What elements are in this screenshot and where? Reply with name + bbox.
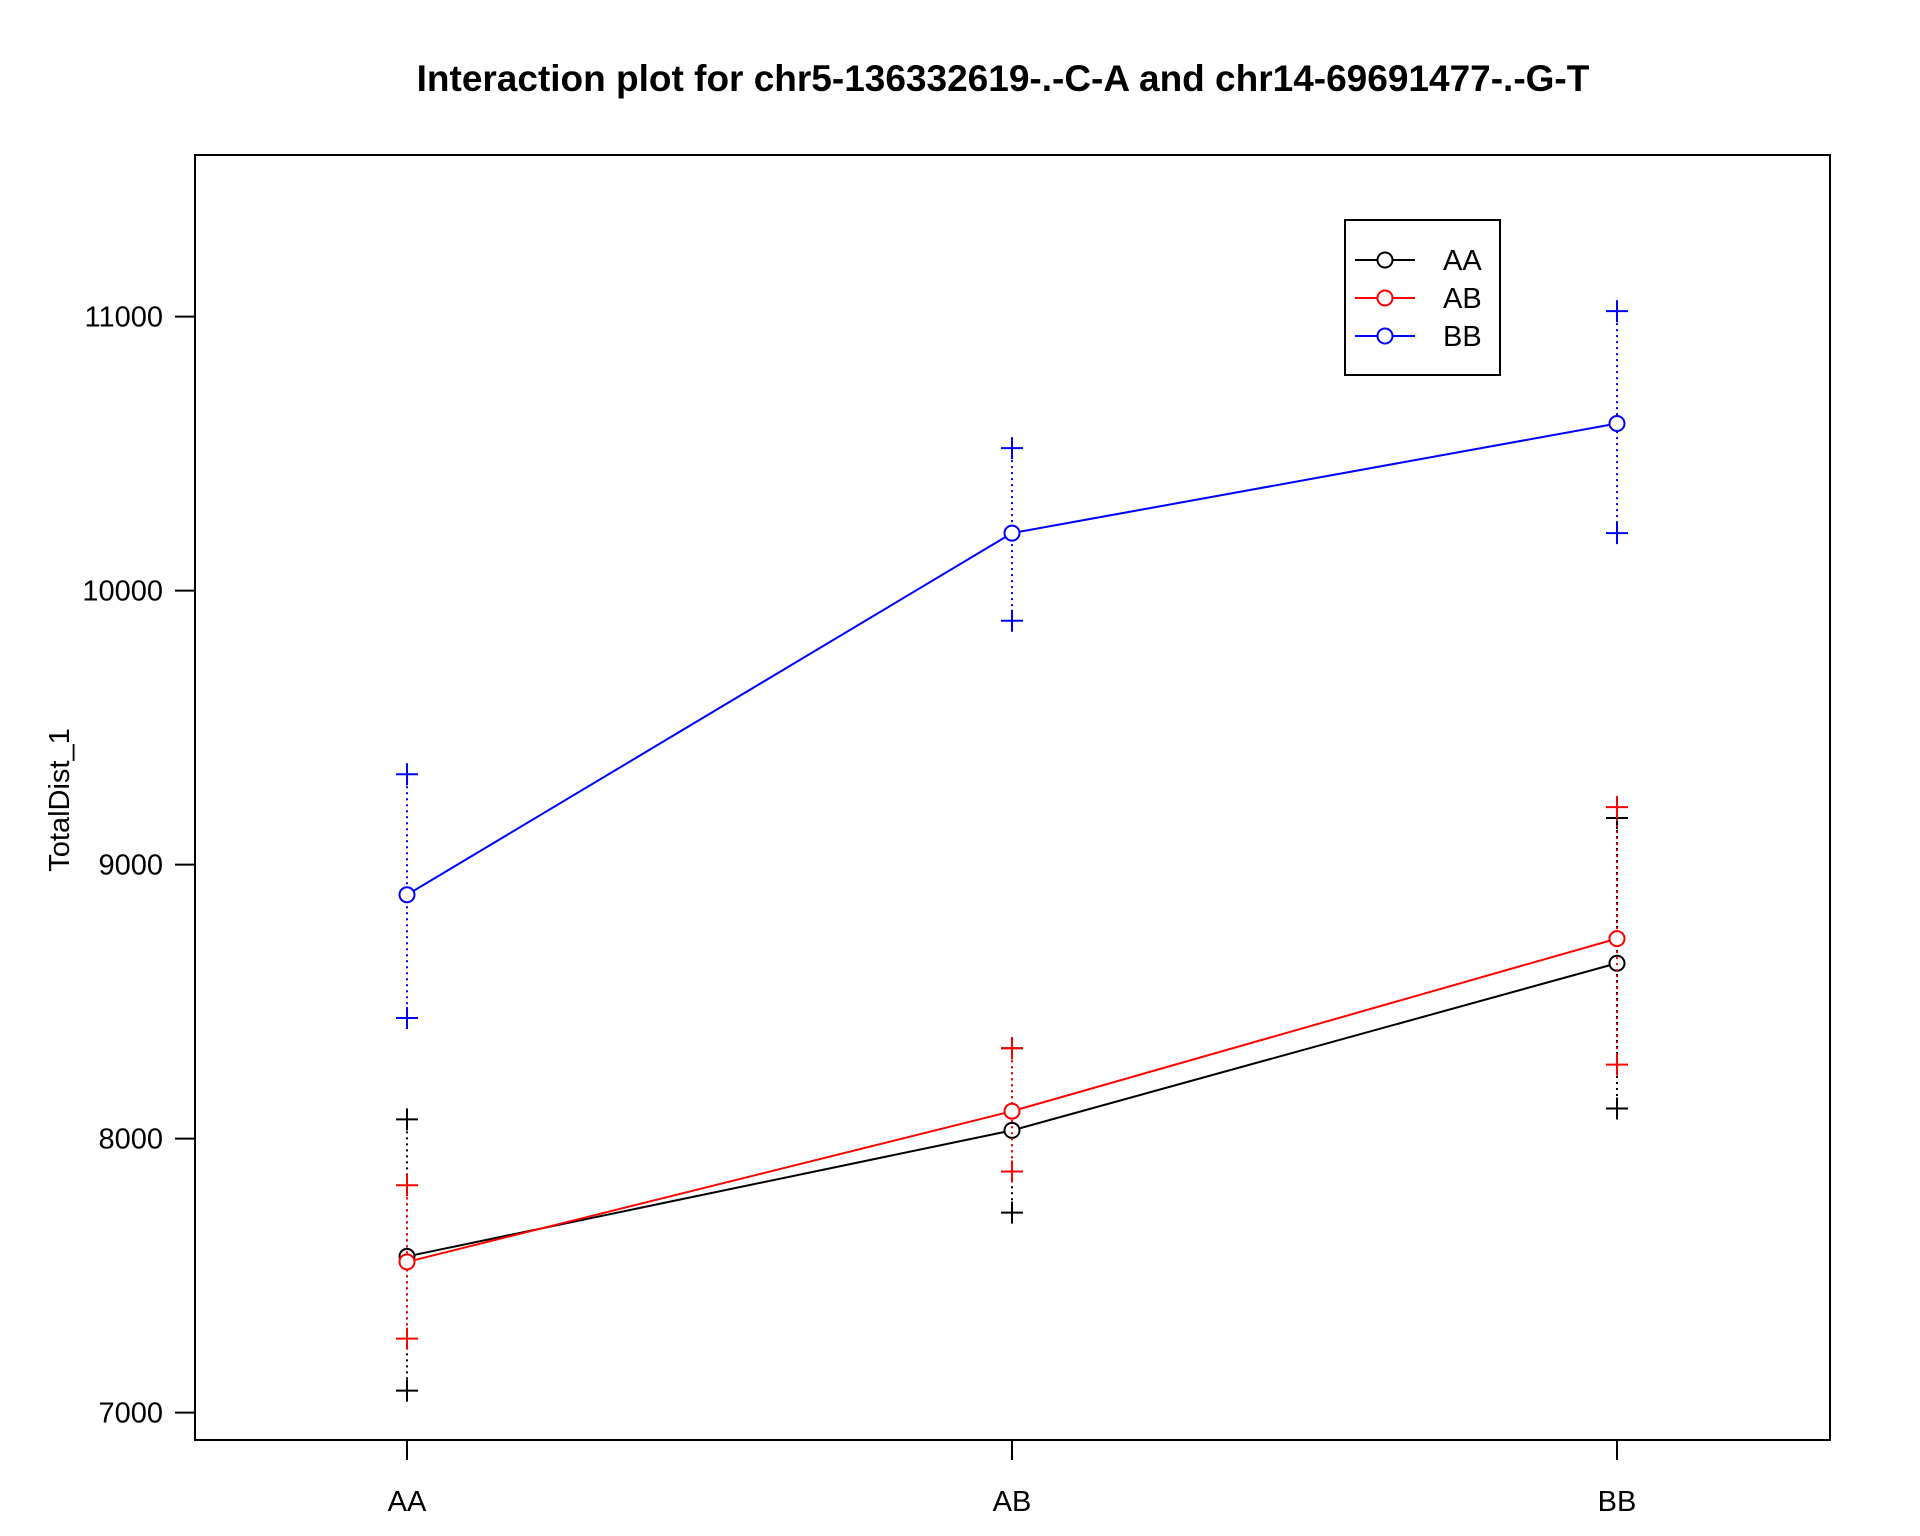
y-tick-label: 9000	[98, 850, 163, 882]
upper-bound-marker	[1606, 300, 1628, 323]
axes-layer: 7000 8000 9000 10000 11000 AA AB BB	[82, 302, 1636, 1518]
y-axis-label: TotalDist_1	[44, 728, 76, 871]
mean-point	[1608, 930, 1626, 948]
x-tick-label: AA	[388, 1486, 427, 1518]
plot-frame	[194, 154, 1831, 1441]
lower-bound-marker	[1606, 1053, 1628, 1076]
x-tick-label: AB	[993, 1486, 1032, 1518]
x-tick-label: BB	[1598, 1486, 1637, 1518]
y-tick-label: 11000	[85, 302, 164, 334]
legend: AA AB BB	[1344, 219, 1501, 376]
legend-point	[1376, 289, 1394, 307]
upper-bound-marker	[396, 1174, 418, 1197]
chart-title: Interaction plot for chr5-136332619-.-C-…	[417, 58, 1590, 99]
legend-label: BB	[1443, 321, 1482, 353]
legend-point	[1376, 327, 1394, 345]
mean-point	[398, 1253, 416, 1271]
legend-item-ab: AB	[1355, 283, 1482, 315]
y-tick-label: 8000	[98, 1124, 163, 1156]
lower-bound-marker	[396, 1007, 418, 1030]
lower-bound-marker	[1606, 1097, 1628, 1120]
mean-point	[398, 886, 416, 904]
lower-bound-marker	[396, 1327, 418, 1350]
series-layer	[396, 300, 1628, 1402]
upper-bound-marker	[1606, 796, 1628, 819]
mean-point	[1003, 524, 1021, 542]
lower-bound-marker	[396, 1379, 418, 1402]
mean-point	[1608, 415, 1626, 433]
mean-point	[1003, 1121, 1021, 1139]
legend-point	[1376, 251, 1394, 269]
legend-item-bb: BB	[1355, 321, 1482, 353]
legend-item-aa: AA	[1355, 245, 1482, 277]
upper-bound-marker	[396, 1108, 418, 1131]
series-ab	[396, 796, 1628, 1350]
series-bb	[396, 300, 1628, 1030]
series-line	[406, 422, 1618, 896]
y-tick-label: 10000	[82, 576, 163, 608]
legend-label: AB	[1443, 283, 1482, 315]
lower-bound-marker	[1606, 522, 1628, 545]
lower-bound-marker	[1001, 1160, 1023, 1183]
upper-bound-marker	[396, 763, 418, 786]
lower-bound-marker	[1001, 609, 1023, 632]
y-tick-label: 7000	[98, 1398, 163, 1430]
upper-bound-marker	[1001, 437, 1023, 460]
legend-label: AA	[1443, 245, 1482, 277]
upper-bound-marker	[1001, 1037, 1023, 1060]
lower-bound-marker	[1001, 1201, 1023, 1224]
mean-point	[1003, 1102, 1021, 1120]
